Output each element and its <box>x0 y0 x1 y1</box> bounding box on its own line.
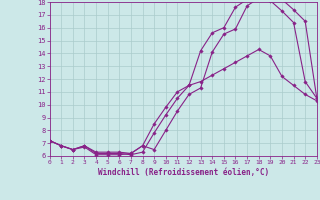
X-axis label: Windchill (Refroidissement éolien,°C): Windchill (Refroidissement éolien,°C) <box>98 168 269 177</box>
